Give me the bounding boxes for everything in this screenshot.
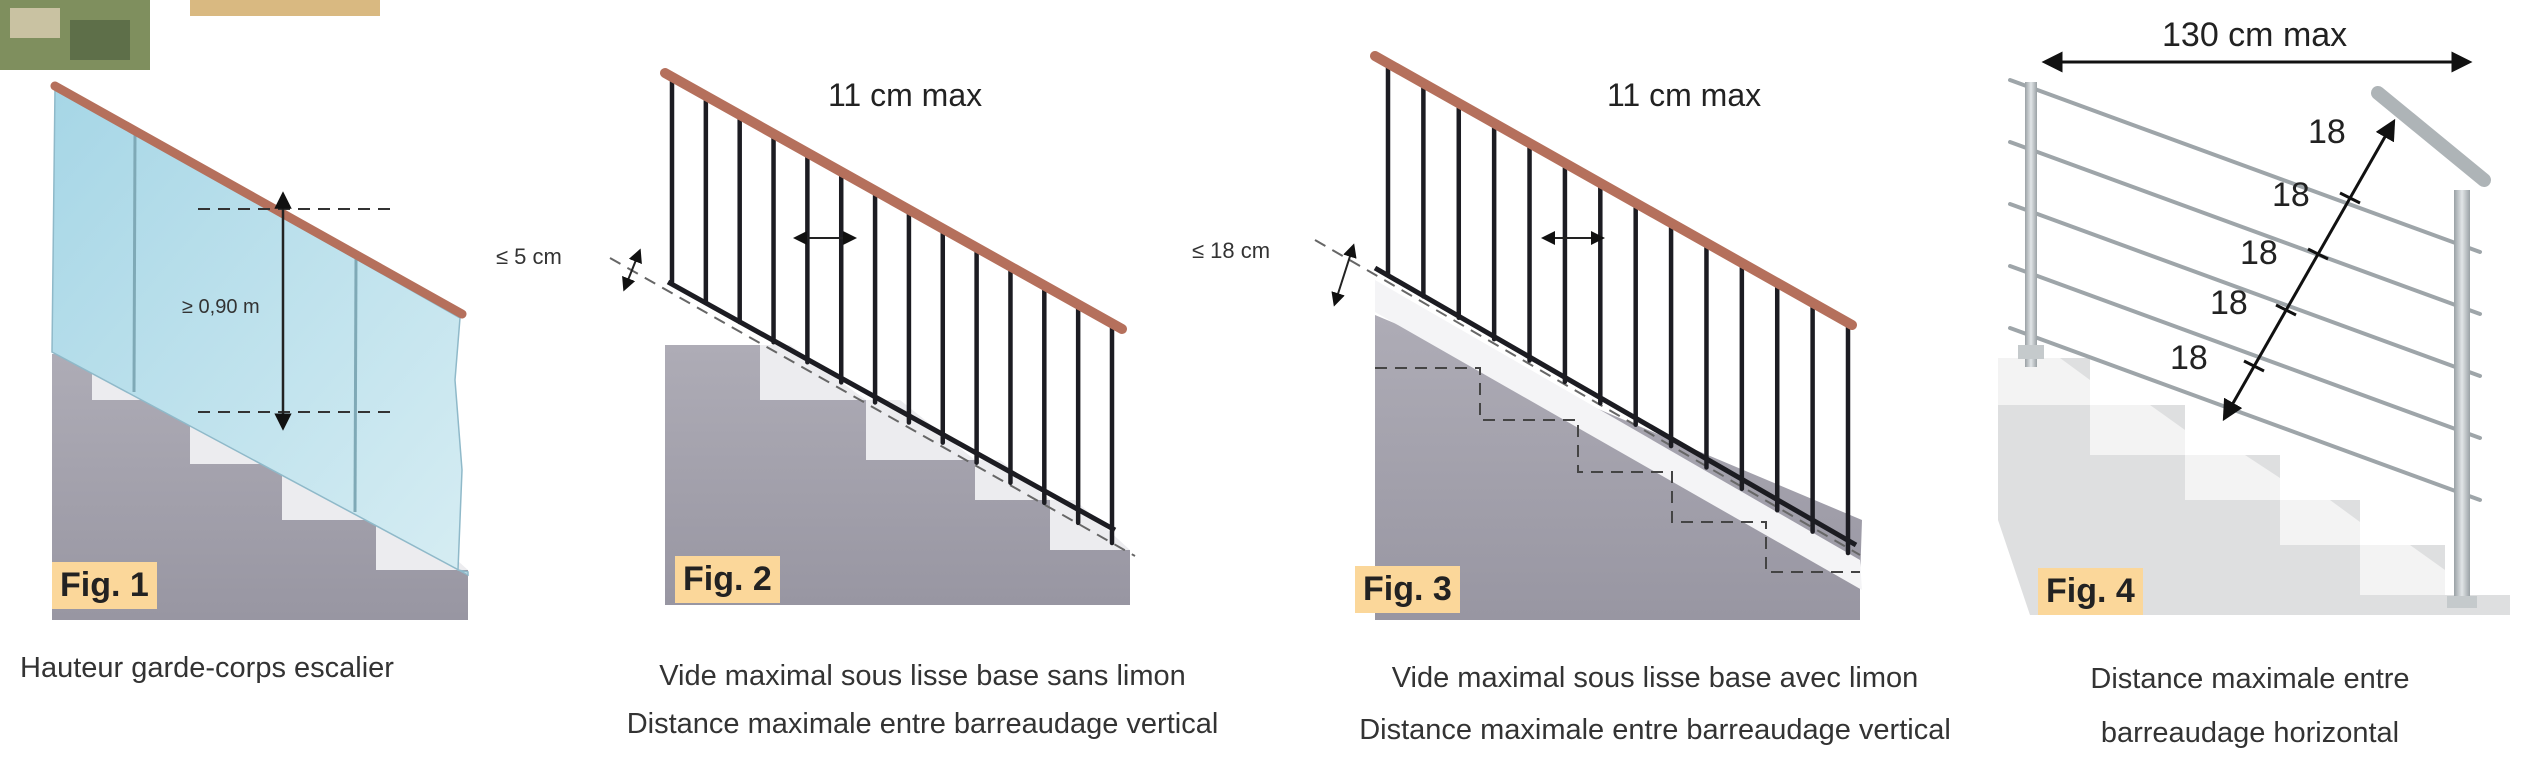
figure-2-drawing — [609, 68, 1136, 605]
photo-fragment — [0, 0, 380, 70]
figure-caption: Vide maximal sous lisse base sans limon … — [575, 652, 1270, 748]
fig4-spacing-label: 18 — [2308, 113, 2346, 151]
spacing-tick — [2275, 303, 2297, 317]
caption-line: Distance maximale entre barreaudage vert… — [1359, 714, 1951, 746]
figure-caption: Distance maximale entre barreaudage hori… — [2050, 652, 2450, 760]
caption-line: Vide maximal sous lisse base avec limon — [1391, 662, 1919, 694]
fig4-spacing-label: 18 — [2240, 234, 2278, 272]
figure-caption: Hauteur garde-corps escalier — [20, 652, 394, 685]
figure-label: Fig. 2 — [675, 556, 780, 603]
figure-caption: Vide maximal sous lisse base avec limon … — [1305, 652, 2005, 756]
vertical-bars — [669, 72, 1115, 546]
caption-line: Distance maximale entre — [2090, 663, 2410, 695]
handrail — [1370, 51, 1857, 330]
caption-line: Hauteur garde-corps escalier — [20, 652, 394, 684]
glass-panel — [51, 86, 469, 577]
fig2-gap-label: ≤ 5 cm — [496, 244, 562, 269]
figure-label: Fig. 4 — [2038, 568, 2143, 615]
caption-line: Distance maximale entre barreaudage vert… — [626, 708, 1219, 740]
post — [2025, 82, 2037, 367]
fig4-spacing-label: 18 — [2210, 284, 2248, 322]
fig4-spacing-label: 18 — [2272, 176, 2310, 214]
fig1-height-label: ≥ 0,90 m — [182, 296, 260, 318]
figure-label: Fig. 1 — [52, 562, 157, 609]
spacing-tick — [2339, 191, 2361, 205]
spacing-tick — [2243, 359, 2265, 373]
handrail — [50, 81, 467, 319]
fig3-gap-label: ≤ 18 cm — [1192, 238, 1270, 263]
figure-4-drawing — [1998, 51, 2510, 615]
caption-line: Vide maximal sous lisse base sans limon — [659, 660, 1186, 692]
caption-line: barreaudage horizontal — [2100, 717, 2400, 749]
fig4-spacing-label: 18 — [2170, 339, 2208, 377]
stair-block — [665, 345, 1130, 605]
post — [2454, 190, 2470, 600]
fig4-width-label: 130 cm max — [2162, 16, 2347, 54]
stair-block — [52, 354, 468, 620]
figure-3-drawing — [1314, 51, 1862, 620]
fig2-spacing-label: 11 cm max — [828, 77, 982, 113]
fig3-spacing-label: 11 cm max — [1607, 77, 1761, 113]
stringer-block — [1375, 315, 1862, 620]
vertical-bars — [1385, 61, 1851, 556]
handrail — [2371, 86, 2491, 187]
figure-1-drawing — [50, 81, 469, 620]
handrail — [660, 68, 1127, 334]
spacing-tick — [2307, 247, 2329, 261]
figure-label: Fig. 3 — [1355, 566, 1460, 613]
